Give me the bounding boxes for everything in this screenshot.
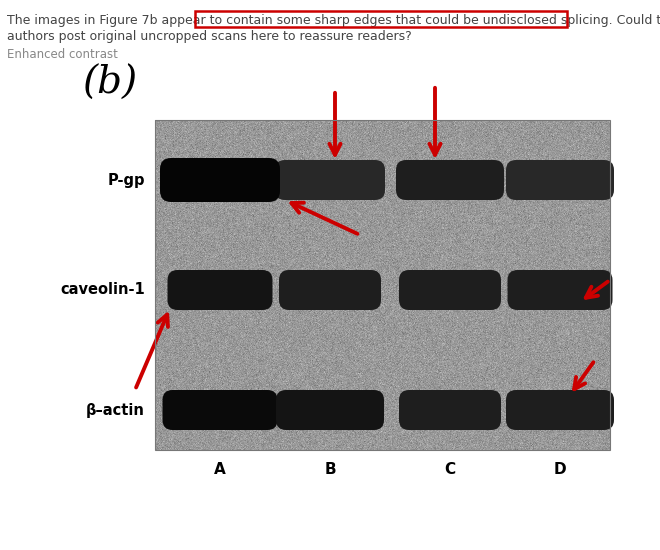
Text: A: A: [214, 462, 226, 477]
Text: The images in Figure 7b appear to contain some sharp edges that could be undiscl: The images in Figure 7b appear to contai…: [7, 14, 660, 27]
FancyBboxPatch shape: [168, 270, 273, 310]
FancyBboxPatch shape: [276, 390, 384, 430]
FancyBboxPatch shape: [506, 160, 614, 200]
FancyBboxPatch shape: [160, 158, 280, 202]
Text: authors post original uncropped scans here to reassure readers?: authors post original uncropped scans he…: [7, 30, 412, 43]
FancyBboxPatch shape: [162, 390, 277, 430]
Text: (b): (b): [82, 65, 137, 102]
FancyBboxPatch shape: [399, 270, 501, 310]
FancyBboxPatch shape: [279, 270, 381, 310]
FancyBboxPatch shape: [162, 160, 277, 200]
Text: caveolin-1: caveolin-1: [60, 283, 145, 298]
Text: D: D: [554, 462, 566, 477]
Text: P-gp: P-gp: [108, 173, 145, 188]
Text: β–actin: β–actin: [86, 403, 145, 417]
FancyBboxPatch shape: [506, 390, 614, 430]
Bar: [155, 120, 610, 450]
FancyBboxPatch shape: [399, 390, 501, 430]
Text: Enhanced contrast: Enhanced contrast: [7, 48, 118, 61]
Text: C: C: [444, 462, 455, 477]
FancyBboxPatch shape: [396, 160, 504, 200]
FancyBboxPatch shape: [275, 160, 385, 200]
Text: B: B: [324, 462, 336, 477]
FancyBboxPatch shape: [508, 270, 612, 310]
